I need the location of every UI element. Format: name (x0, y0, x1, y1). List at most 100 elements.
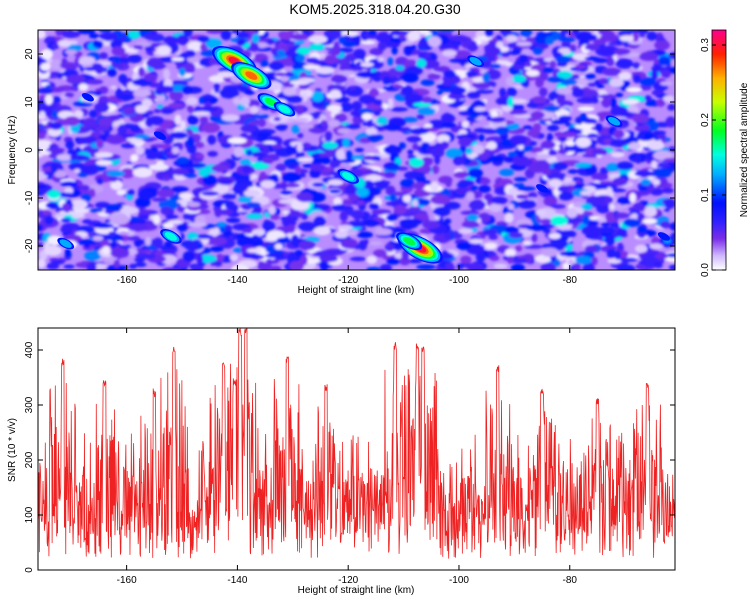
heatmap-cell (94, 125, 110, 132)
heatmap-cell (46, 147, 66, 153)
heatmap-cell (187, 114, 199, 125)
heatmap-cell (133, 89, 152, 97)
heatmap-cell (557, 149, 569, 154)
heatmap-cell (156, 95, 166, 102)
heatmap-cell (52, 43, 59, 51)
heatmap-cell (612, 212, 630, 219)
heatmap-cell (400, 178, 415, 188)
heatmap-cell (646, 99, 658, 107)
heatmap-cell (609, 78, 624, 88)
heatmap-cell (296, 192, 313, 203)
heatmap-cell (552, 239, 569, 249)
heatmap-cell (651, 160, 658, 169)
heatmap-cell (287, 50, 296, 57)
heatmap-cell (484, 46, 502, 57)
heatmap-cell (106, 235, 124, 242)
heatmap-cell (653, 262, 663, 269)
heatmap-cell (66, 74, 86, 85)
y-tick-label: 0 (24, 567, 35, 573)
heatmap-cell (424, 52, 431, 59)
heatmap-cell (332, 204, 348, 212)
heatmap-cell (449, 86, 467, 95)
heatmap-cell (638, 213, 645, 223)
heatmap-cell (174, 114, 182, 125)
heatmap-cell (306, 57, 320, 64)
heatmap-cell (445, 148, 463, 159)
heatmap-cell (465, 70, 478, 78)
heatmap-cell (219, 87, 240, 99)
heatmap-cell (591, 172, 609, 181)
heatmap-cell (102, 245, 110, 255)
heatmap-cell (285, 145, 299, 155)
heatmap-cell (499, 168, 514, 177)
heatmap-cell (247, 121, 266, 126)
heatmap-cell (540, 262, 556, 270)
heatmap-cell (268, 205, 276, 215)
heatmap-cell (536, 31, 553, 37)
heatmap-cell (517, 144, 524, 150)
heatmap-cell (466, 191, 475, 201)
heatmap-cell (375, 32, 394, 43)
heatmap-cell (221, 193, 237, 200)
heatmap-cell (240, 96, 250, 107)
heatmap-hotspot (657, 232, 670, 241)
heatmap-cell (387, 57, 394, 66)
heatmap-cell (587, 133, 599, 138)
heatmap-cell (116, 62, 123, 69)
heatmap-cell (554, 109, 570, 118)
heatmap-cell (548, 178, 562, 188)
heatmap-cell (337, 70, 357, 76)
heatmap-cell (297, 77, 316, 83)
heatmap-cell (315, 66, 335, 75)
heatmap-cell (132, 167, 153, 178)
heatmap-cell (53, 170, 67, 178)
heatmap-cell (329, 159, 340, 169)
heatmap-cell (389, 107, 409, 112)
heatmap-cell (628, 142, 641, 151)
heatmap-cell (556, 94, 566, 106)
heatmap-cell (335, 148, 346, 160)
heatmap-cell (619, 35, 634, 42)
heatmap-cell (92, 235, 104, 241)
heatmap-cell (375, 228, 392, 236)
heatmap-cell (543, 105, 561, 112)
hotspot-ring (245, 71, 258, 80)
snr-x-axis-label: Height of straight line (km) (298, 585, 415, 596)
heatmap-cell (437, 30, 455, 33)
heatmap-cell (608, 203, 616, 211)
heatmap-cell (108, 231, 115, 237)
heatmap-cell (540, 218, 552, 225)
heatmap-cell (545, 36, 554, 45)
heatmap-cell (480, 177, 491, 185)
heatmap-cell (386, 257, 401, 265)
heatmap-cell (526, 69, 540, 77)
heatmap-cell (138, 66, 145, 77)
heatmap-cell (626, 87, 642, 93)
heatmap-cell (362, 155, 375, 161)
snr-y-ticks: 0 100 200 300 400 (24, 341, 675, 573)
heatmap-cell (58, 192, 76, 197)
heatmap-cell (322, 141, 338, 150)
heatmap-cell (505, 35, 518, 43)
heatmap-cell (169, 90, 184, 101)
heatmap-cell (613, 48, 631, 56)
heatmap-cell (327, 84, 346, 92)
heatmap-cell (656, 162, 671, 168)
heatmap-cell (561, 39, 571, 50)
heatmap-cell (382, 76, 392, 86)
heatmap-cell (64, 92, 75, 98)
heatmap-cell (587, 82, 598, 87)
heatmap-cell (324, 54, 338, 65)
heatmap-cell (634, 170, 655, 178)
heatmap-cell (632, 62, 641, 70)
heatmap-cell (164, 241, 173, 247)
heatmap-cell (669, 222, 675, 231)
heatmap-cell (433, 206, 451, 217)
heatmap-cell (42, 224, 49, 229)
heatmap-cell (249, 30, 257, 35)
heatmap-cell (469, 238, 483, 244)
heatmap-cell (57, 73, 64, 79)
heatmap-cell (421, 59, 440, 70)
